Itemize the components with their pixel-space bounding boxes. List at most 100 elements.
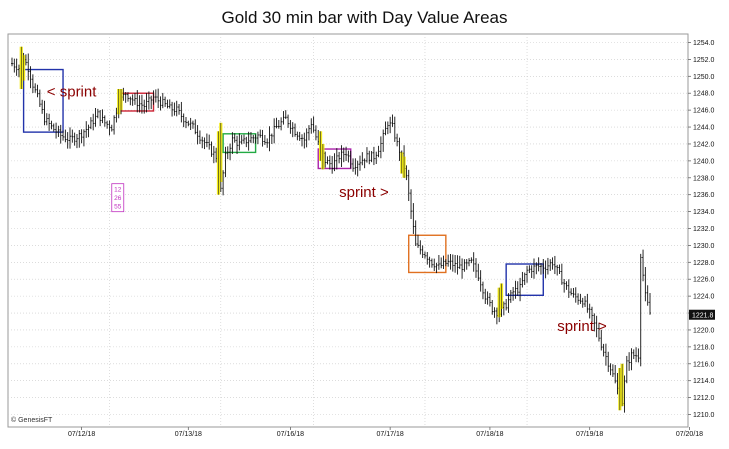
price-bar bbox=[326, 156, 329, 165]
price-bar bbox=[110, 124, 113, 132]
price-bar bbox=[298, 131, 301, 141]
price-bar bbox=[166, 99, 169, 109]
price-bar bbox=[270, 133, 273, 145]
price-bar bbox=[87, 124, 90, 138]
price-bar bbox=[368, 150, 371, 165]
y-tick-label: 1254.0 bbox=[693, 40, 715, 47]
price-bar bbox=[82, 129, 85, 147]
y-tick-label: 1210.0 bbox=[693, 412, 715, 419]
axis-layer: 1210.01212.01214.01216.01218.01220.01222… bbox=[68, 40, 715, 438]
price-bar bbox=[361, 152, 364, 166]
price-bar bbox=[604, 343, 607, 366]
price-bar bbox=[34, 83, 37, 93]
price-bar bbox=[384, 121, 387, 136]
price-bar bbox=[89, 117, 92, 130]
y-tick-label: 1244.0 bbox=[693, 125, 715, 132]
y-tick-label: 1220.0 bbox=[693, 327, 715, 334]
price-bar bbox=[52, 123, 55, 132]
value-area-box bbox=[408, 234, 447, 274]
price-bar bbox=[639, 253, 642, 367]
price-bar bbox=[296, 131, 299, 141]
price-bar bbox=[175, 100, 178, 117]
price-bar bbox=[558, 264, 561, 275]
price-bar bbox=[38, 89, 41, 108]
price-bar bbox=[273, 118, 276, 144]
price-bar bbox=[486, 291, 489, 305]
price-bar bbox=[382, 129, 385, 152]
price-bar bbox=[287, 114, 290, 128]
value-area-box bbox=[505, 263, 544, 296]
price-bar bbox=[136, 90, 139, 113]
price-bar bbox=[133, 92, 136, 105]
price-bar bbox=[553, 255, 556, 275]
sprint-annotation: sprint > bbox=[557, 318, 607, 335]
price-bar bbox=[131, 94, 134, 106]
price-bar bbox=[180, 101, 183, 123]
price-bar bbox=[41, 99, 44, 114]
price-bar bbox=[45, 113, 48, 126]
price-bar bbox=[143, 99, 146, 114]
price-bar bbox=[530, 265, 533, 278]
price-bar bbox=[29, 66, 32, 89]
price-bar bbox=[305, 128, 308, 148]
price-bar bbox=[440, 257, 443, 269]
price-bar bbox=[347, 150, 350, 163]
y-tick-label: 1248.0 bbox=[693, 91, 715, 98]
price-bar bbox=[611, 364, 614, 377]
price-bar bbox=[642, 249, 645, 282]
price-bar bbox=[635, 347, 638, 363]
price-bar bbox=[27, 53, 30, 81]
price-bar bbox=[472, 252, 475, 272]
price-bar bbox=[201, 136, 204, 149]
price-bar bbox=[477, 263, 480, 281]
y-tick-label: 1230.0 bbox=[693, 243, 715, 250]
y-tick-label: 1232.0 bbox=[693, 226, 715, 233]
x-tick-label: 07/12/18 bbox=[68, 431, 95, 438]
price-bar bbox=[147, 91, 150, 110]
price-bar bbox=[386, 121, 389, 135]
price-bar bbox=[602, 343, 605, 357]
x-tick-label: 07/16/18 bbox=[277, 431, 304, 438]
price-bar bbox=[198, 130, 201, 144]
x-tick-label: 07/20/18 bbox=[676, 431, 703, 438]
price-bar bbox=[370, 151, 373, 163]
price-bar bbox=[421, 245, 424, 259]
price-bar bbox=[365, 147, 368, 163]
price-bar bbox=[363, 158, 366, 169]
price-bar bbox=[55, 122, 58, 139]
price-bar bbox=[245, 136, 248, 148]
price-bar bbox=[628, 352, 631, 371]
price-bar bbox=[528, 265, 531, 274]
price-bar bbox=[247, 131, 250, 151]
price-bar bbox=[261, 129, 264, 147]
price-bar bbox=[159, 96, 162, 111]
price-bar bbox=[312, 116, 315, 133]
price-bar bbox=[113, 115, 116, 135]
y-tick-label: 1246.0 bbox=[693, 108, 715, 115]
price-bar bbox=[210, 141, 213, 157]
info-box bbox=[111, 183, 125, 213]
price-bar bbox=[428, 256, 431, 268]
price-bar bbox=[475, 258, 477, 278]
sprint-annotation: < sprint bbox=[47, 84, 97, 101]
price-bar bbox=[359, 155, 361, 171]
price-bar bbox=[236, 135, 239, 154]
price-bar bbox=[435, 262, 438, 274]
price-bar bbox=[66, 132, 69, 149]
price-bar bbox=[314, 125, 317, 141]
price-bar bbox=[609, 363, 612, 376]
price-bar bbox=[99, 109, 102, 127]
price-bar bbox=[349, 150, 352, 169]
price-bar bbox=[31, 74, 34, 94]
price-bar bbox=[266, 138, 269, 148]
price-bar bbox=[412, 203, 415, 234]
price-bar bbox=[393, 116, 396, 142]
price-bar bbox=[187, 120, 190, 127]
y-tick-label: 1234.0 bbox=[693, 209, 715, 216]
x-tick-label: 07/17/18 bbox=[377, 431, 404, 438]
price-bar bbox=[50, 120, 53, 130]
price-bar bbox=[488, 292, 491, 307]
price-bar bbox=[516, 281, 519, 296]
price-bar bbox=[71, 129, 74, 143]
